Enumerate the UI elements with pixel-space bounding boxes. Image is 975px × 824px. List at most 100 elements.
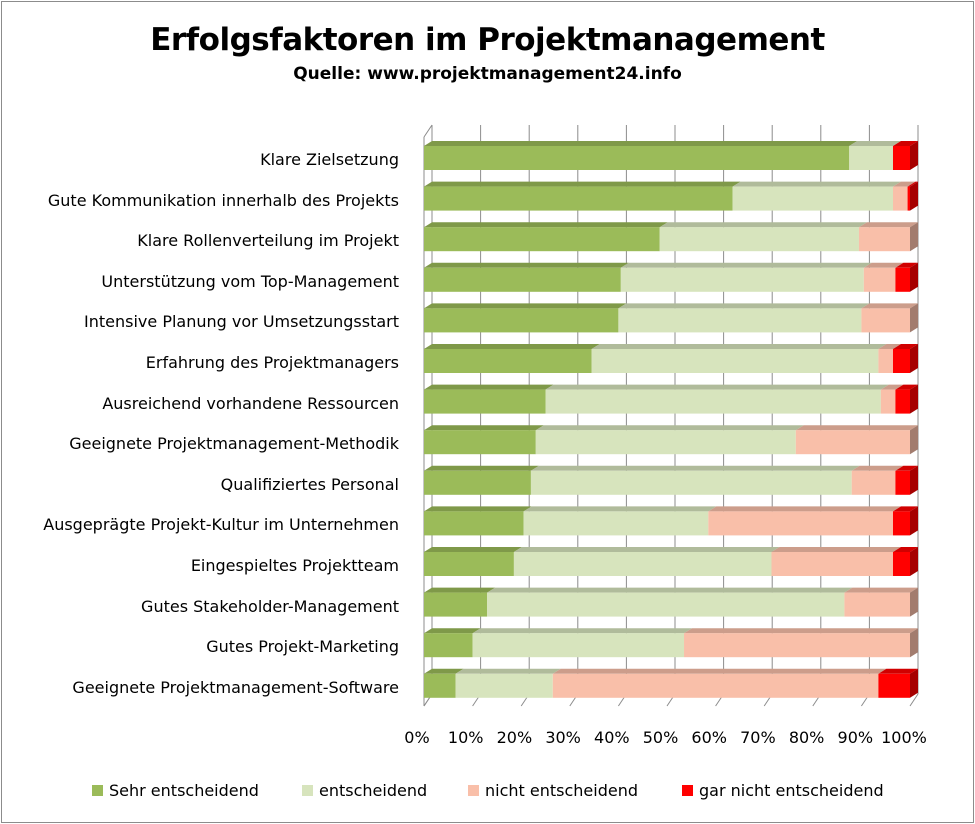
bar-segment <box>895 267 910 292</box>
bar-top-face <box>618 303 870 309</box>
bar-segment <box>863 267 896 292</box>
bar-top-face <box>535 425 804 431</box>
bar-top-face <box>424 425 544 431</box>
legend-label: gar nicht entscheidend <box>699 781 884 800</box>
x-tick-label: 40% <box>594 728 630 747</box>
bar-segment <box>455 673 553 698</box>
bar-side-face <box>910 344 918 373</box>
x-tick-label: 20% <box>496 728 533 747</box>
x-tick-label: 30% <box>545 728 581 747</box>
bar-segment <box>795 430 910 455</box>
bar-segment <box>472 633 685 658</box>
bar-segment <box>424 267 621 292</box>
x-tick-label: 90% <box>837 728 874 747</box>
category-label: Gutes Projekt-Marketing <box>206 637 399 657</box>
x-tick-label: 70% <box>740 728 776 747</box>
x-tick-label: 10% <box>447 728 484 747</box>
bar-segment <box>878 673 910 698</box>
bar-segment <box>424 592 488 617</box>
bar-top-face <box>907 181 918 187</box>
bar-segment <box>513 552 772 576</box>
category-label: Eingespieltes Projektteam <box>190 556 399 575</box>
bar-top-face <box>424 465 539 471</box>
bar-segment <box>858 227 910 252</box>
x-tick-label: 100% <box>881 728 927 747</box>
bar-top-face <box>863 262 904 268</box>
bar-segment <box>892 146 910 170</box>
bar-top-face <box>892 181 916 187</box>
bar-top-face <box>895 465 918 471</box>
bar-top-face <box>424 303 627 309</box>
bar-top-face <box>424 668 464 674</box>
bar-top-face <box>880 384 904 390</box>
legend-item: Sehr entscheidend <box>92 781 259 801</box>
legend-item: nicht entscheidend <box>468 781 638 801</box>
bar-segment <box>591 349 879 373</box>
legend-label: Sehr entscheidend <box>109 781 259 800</box>
bar-segment <box>424 430 536 455</box>
bar-segment <box>530 470 852 495</box>
gridline-floor <box>909 693 919 707</box>
bar-top-face <box>620 262 872 268</box>
bar-top-face <box>530 465 860 471</box>
bar-segment <box>849 146 893 170</box>
x-tick-label: 0% <box>404 728 430 747</box>
category-label: Geeignete Projektmanagement-Software <box>72 677 399 697</box>
category-label: Erfahrung des Projektmanagers <box>145 353 399 372</box>
bar-segment <box>424 552 514 576</box>
bar-segment <box>851 470 896 495</box>
bar-segment <box>708 511 893 536</box>
category-label: Klare Zielsetzung <box>260 150 399 169</box>
legend-swatch <box>302 785 313 796</box>
bar-segment <box>895 389 910 414</box>
bar-segment <box>892 186 908 211</box>
bar-top-face <box>858 222 918 228</box>
bar-side-face <box>910 141 918 170</box>
bar-side-face <box>910 303 918 333</box>
category-label: Gutes Stakeholder-Management <box>141 596 399 616</box>
category-label: Geeignete Projektmanagement-Methodik <box>69 434 399 454</box>
legend-item: entscheidend <box>302 781 427 801</box>
bar-segment <box>684 633 910 658</box>
x-tick-label: 80% <box>788 728 825 747</box>
bar-segment <box>892 349 910 373</box>
bar-segment <box>424 673 456 698</box>
bar-top-face <box>878 344 901 349</box>
bar-segment <box>424 308 619 333</box>
bar-top-face <box>851 465 904 471</box>
bar-segment <box>732 186 893 211</box>
bar-top-face <box>895 262 918 268</box>
bar-segment <box>424 511 524 536</box>
bar-top-face <box>795 425 918 431</box>
bar-top-face <box>892 344 918 349</box>
bar-segment <box>861 308 910 333</box>
bar-segment <box>771 552 893 576</box>
legend: Sehr entscheidend entscheidend nicht entsc… <box>0 781 975 801</box>
bar-side-face <box>910 384 918 414</box>
bar-top-face <box>424 262 629 268</box>
legend-swatch <box>468 785 479 796</box>
category-label: Unterstützung vom Top-Management <box>101 271 399 291</box>
bar-segment <box>878 349 893 373</box>
bar-side-face <box>910 222 918 252</box>
bar-top-face <box>708 506 901 512</box>
category-label: Intensive Planung vor Umsetzungsstart <box>84 312 399 332</box>
legend-swatch <box>682 785 693 796</box>
bar-side-face <box>910 425 918 455</box>
bar-segment <box>424 186 733 211</box>
bar-side-face <box>910 547 918 576</box>
bar-top-face <box>849 141 901 146</box>
bar-segment <box>895 470 910 495</box>
bar-top-face <box>424 587 496 593</box>
legend-swatch <box>92 785 103 796</box>
bar-segment <box>535 430 796 455</box>
category-label: Ausgeprägte Projekt-Kultur im Unternehme… <box>43 515 399 535</box>
bar-top-face <box>771 547 901 552</box>
legend-label: entscheidend <box>319 781 428 800</box>
bar-top-face <box>424 384 554 390</box>
bar-segment <box>424 633 473 658</box>
bar-top-face <box>892 547 918 552</box>
bar-segment <box>552 673 879 698</box>
bar-top-face <box>513 547 780 552</box>
bar-top-face <box>424 141 858 146</box>
